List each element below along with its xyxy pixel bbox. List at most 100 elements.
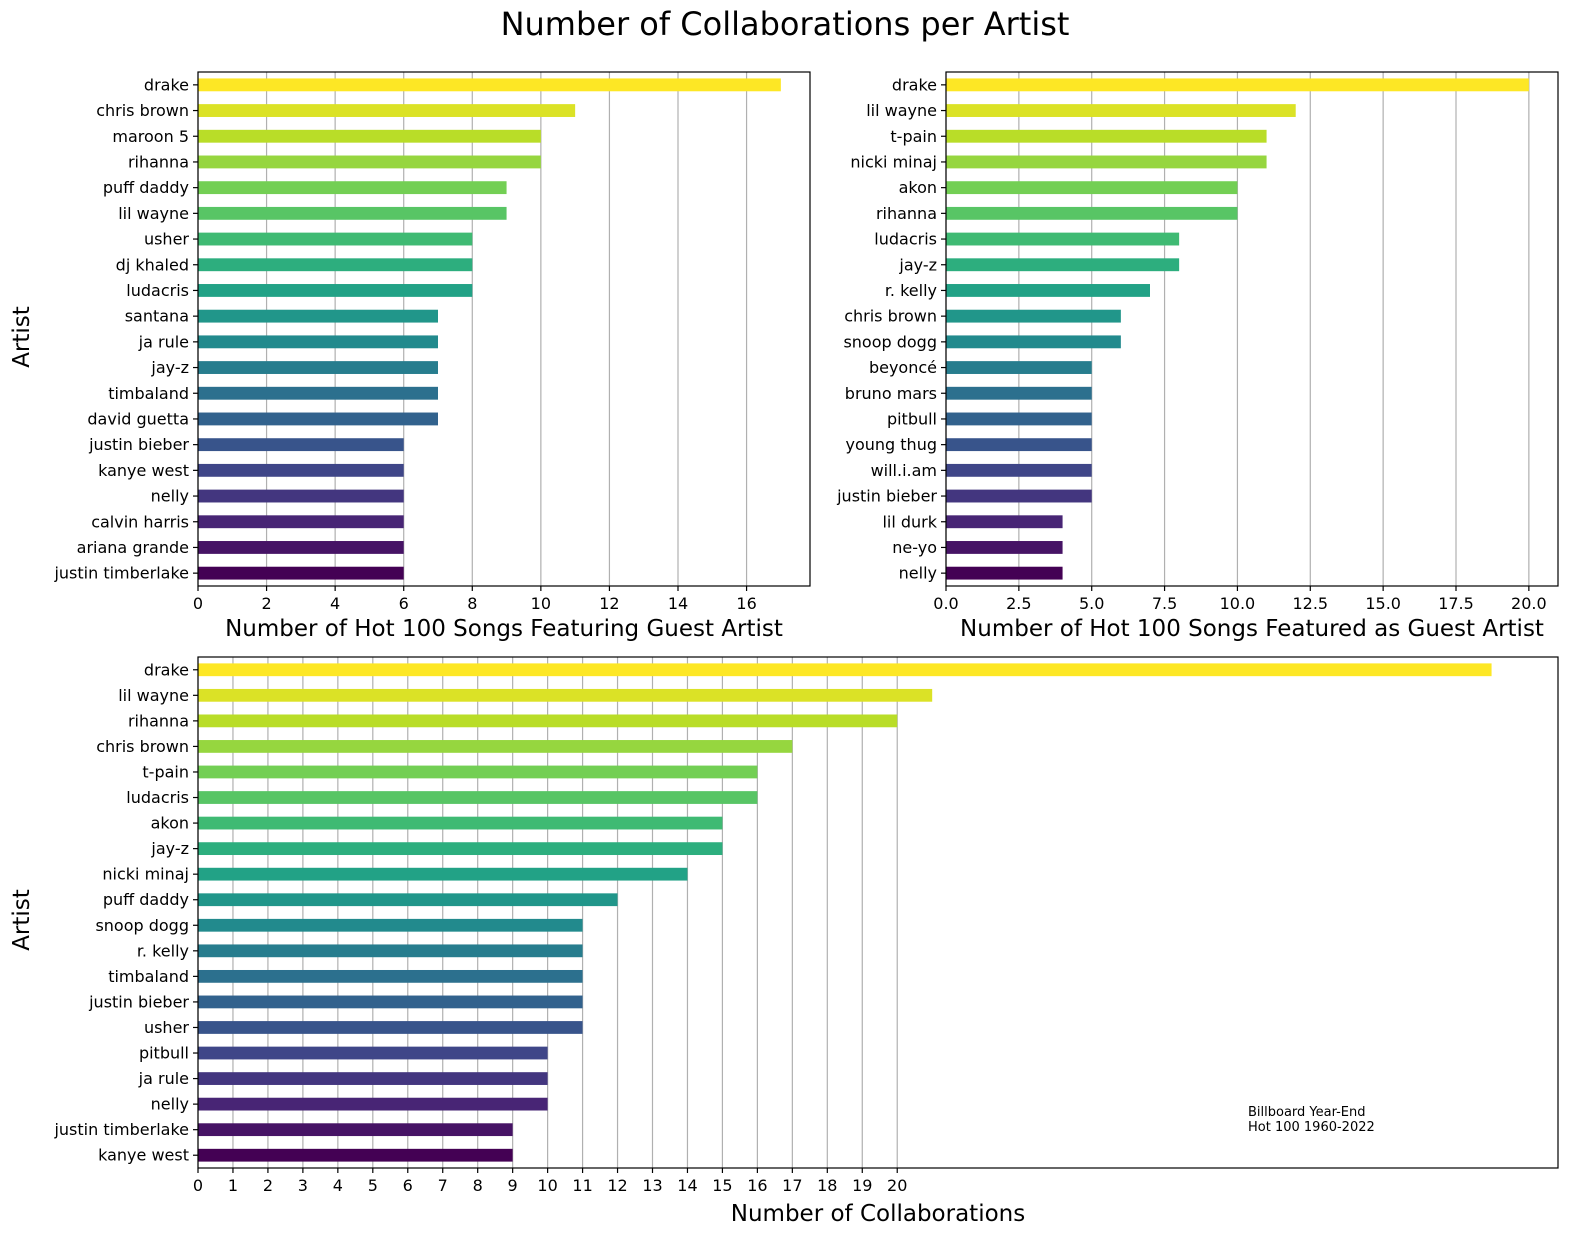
category-label: ludacris [126,788,189,807]
x-tick-label: 10 [537,1176,557,1195]
category-label: jay-z [150,358,189,377]
bar [198,412,438,426]
bar [198,1123,513,1137]
bar [198,1021,583,1034]
x-tick-label: 2 [261,594,271,613]
bar [198,309,438,323]
x-tick-label: 20.0 [1511,594,1547,613]
category-label: dj khaled [116,255,189,274]
source-annotation-line-1: Billboard Year-End [1248,1105,1366,1120]
x-tick-label: 14 [677,1176,697,1195]
bar [198,386,438,400]
bar [198,181,507,195]
category-label: nicki minaj [850,152,937,171]
bar [946,155,1267,169]
bar [198,688,933,702]
category-label: r. kelly [885,281,937,300]
category-label: kanye west [98,461,189,480]
category-label: puff daddy [103,178,189,197]
category-label: chris brown [844,307,937,326]
bar [198,232,473,246]
category-label: drake [144,75,189,94]
category-label: jay-z [150,839,189,858]
category-label: r. kelly [137,941,189,960]
bar [946,129,1267,143]
bar [198,918,583,932]
bar [946,515,1063,529]
bar [946,335,1121,349]
chart-featuring-guest-artist: 0 2 4 6 8 10 12 14 16 drake chris brown maroon 5 rih… [9,71,811,642]
x-tick-label: 1 [228,1176,238,1195]
bar [946,104,1296,117]
category-label: justin bieber [836,487,937,506]
category-label: drake [144,660,189,679]
category-label: lil wayne [866,101,937,120]
category-label: ludacris [126,281,189,300]
bar [946,284,1150,297]
bar [946,541,1063,554]
bar [946,309,1121,323]
bar [946,258,1180,272]
x-tick-label: 6 [403,1176,413,1195]
category-label: justin bieber [88,992,189,1011]
bar [198,816,723,830]
bar [198,155,541,169]
x-tick-label: 20 [887,1176,907,1195]
bar [946,386,1092,400]
x-axis-label: Number of Hot 100 Songs Featured as Gues… [960,616,1544,642]
category-label: justin timberlake [53,1120,189,1139]
bar [198,515,404,529]
x-tick-label: 12 [599,594,619,613]
x-tick-label: 8 [473,1176,483,1195]
x-tick-label: 10 [531,594,551,613]
category-label: calvin harris [91,512,189,531]
x-tick-label: 16 [736,594,756,613]
x-tick-label: 10.0 [1220,594,1256,613]
bar [946,361,1092,374]
bar [198,791,758,804]
bar [946,489,1092,503]
x-tick-label: 15.0 [1365,594,1401,613]
bar [198,1072,548,1085]
category-label: nelly [899,564,937,583]
category-label: ja rule [138,332,189,351]
x-tick-label: 16 [747,1176,767,1195]
category-label: nicki minaj [102,865,189,884]
bar [198,765,758,779]
x-tick-label: 11 [572,1176,592,1195]
category-label: lil wayne [118,204,189,223]
x-tick-label: 4 [330,594,340,613]
x-tick-label: 6 [399,594,409,613]
category-label: bruno mars [845,384,937,403]
bar [198,489,404,503]
bar [198,438,404,452]
bar [198,740,793,753]
x-tick-label: 0 [193,594,203,613]
bar [946,438,1092,452]
bar [198,284,473,297]
x-tick-label: 17.5 [1438,594,1474,613]
category-label: usher [144,1018,189,1037]
x-tick-label: 4 [333,1176,343,1195]
x-tick-label: 5 [368,1176,378,1195]
bar [198,463,404,477]
x-axis-label: Number of Hot 100 Songs Featuring Guest … [225,616,783,642]
category-label: justin timberlake [53,564,189,583]
bar [198,944,583,958]
bar [946,78,1529,92]
category-label: young thug [846,435,938,454]
source-annotation-line-2: Hot 100 1960-2022 [1248,1120,1375,1135]
plot-frame [945,71,1559,587]
x-tick-label: 12 [607,1176,627,1195]
bar [198,842,723,856]
category-label: timbaland [108,384,189,403]
category-label: nelly [151,487,189,506]
x-tick-label: 5.0 [1079,594,1104,613]
bar [946,232,1180,246]
category-label: ludacris [874,230,937,249]
x-tick-label: 12.5 [1292,594,1328,613]
bar [198,1148,513,1162]
x-tick-label: 19 [852,1176,872,1195]
x-tick-label: 18 [817,1176,837,1195]
x-tick-label: 13 [642,1176,662,1195]
